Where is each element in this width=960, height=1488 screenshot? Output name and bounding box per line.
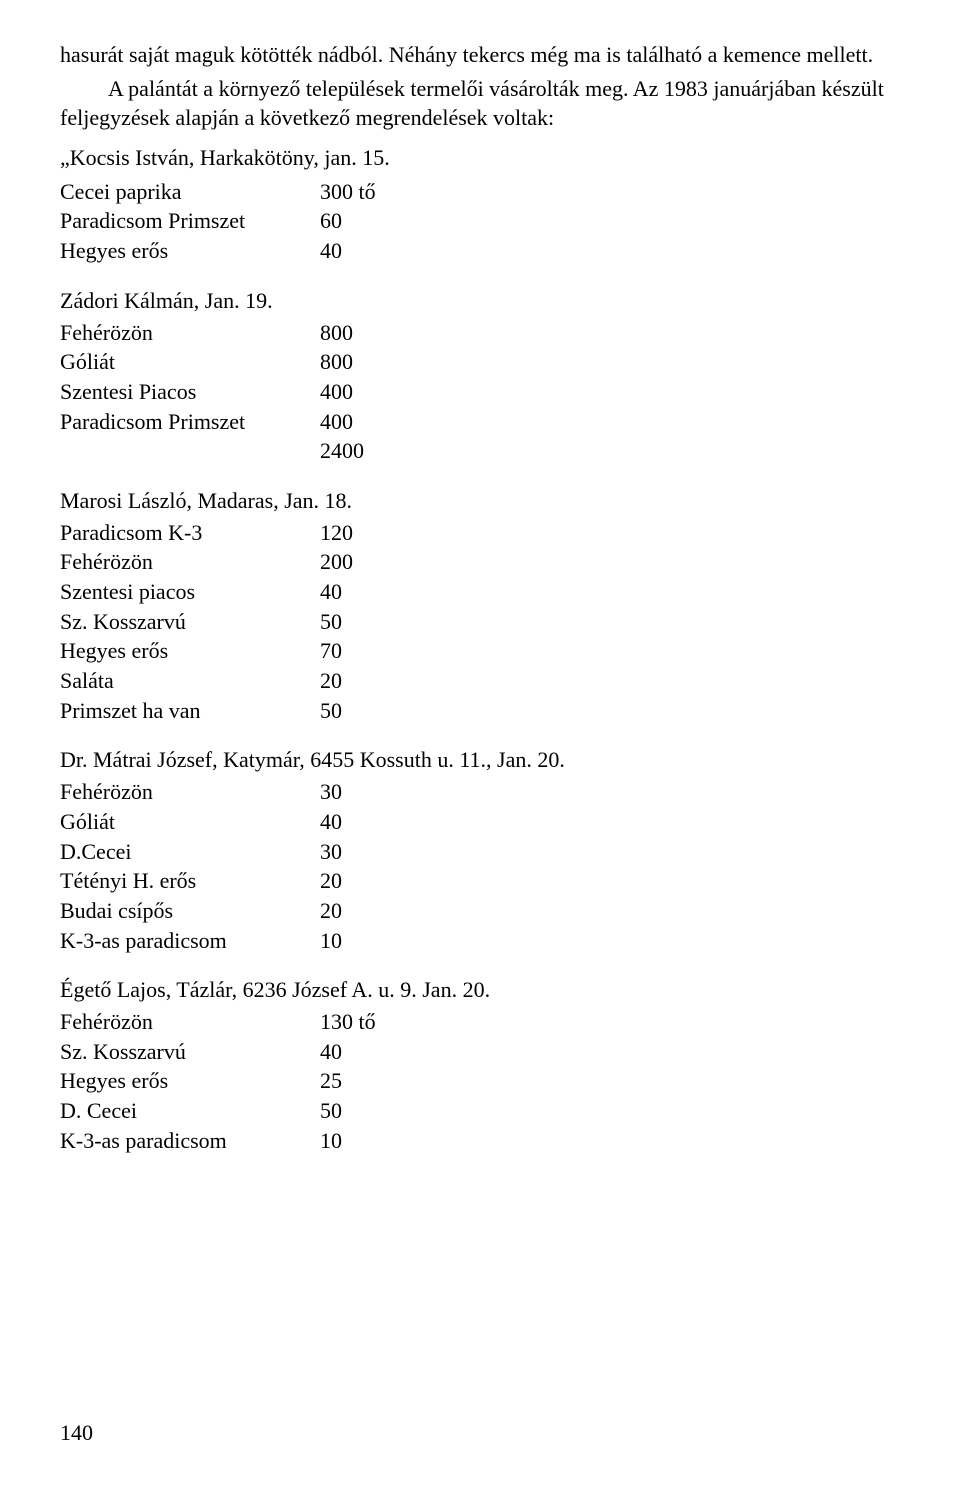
order-item-label: Góliát	[60, 807, 320, 837]
order-row: Budai csípős 20	[60, 896, 900, 926]
order-row: Sz. Kosszarvú 50	[60, 607, 900, 637]
order-row: Góliát 40	[60, 807, 900, 837]
order-heading: Égető Lajos, Tázlár, 6236 József A. u. 9…	[60, 975, 900, 1005]
order-item-label	[60, 436, 320, 466]
order-item-label: Paradicsom K-3	[60, 518, 320, 548]
order-item-label: Budai csípős	[60, 896, 320, 926]
order-row: Szentesi Piacos 400	[60, 377, 900, 407]
order-row: Fehérözön 200	[60, 547, 900, 577]
order-item-label: Tétényi H. erős	[60, 866, 320, 896]
order-item-label: Fehérözön	[60, 547, 320, 577]
order-row: Hegyes erős 40	[60, 236, 900, 266]
order-item-label: Hegyes erős	[60, 236, 320, 266]
order-row: Tétényi H. erős 20	[60, 866, 900, 896]
order-item-value: 40	[320, 807, 900, 837]
order-heading: „Kocsis István, Harkakötöny, jan. 15.	[60, 143, 900, 173]
order-item-value: 20	[320, 666, 900, 696]
order-item-label: K-3-as paradicsom	[60, 926, 320, 956]
order-item-value: 20	[320, 896, 900, 926]
order-row: Paradicsom Primszet 60	[60, 206, 900, 236]
order-item-label: Fehérözön	[60, 318, 320, 348]
order-item-value: 130 tő	[320, 1007, 900, 1037]
order-item-label: Primszet ha van	[60, 696, 320, 726]
order-item-label: K-3-as paradicsom	[60, 1126, 320, 1156]
order-item-value: 200	[320, 547, 900, 577]
order-item-value: 50	[320, 1096, 900, 1126]
order-item-label: Hegyes erős	[60, 1066, 320, 1096]
intro-paragraph-2: A palántát a környező települések termel…	[60, 74, 900, 133]
order-item-value: 20	[320, 866, 900, 896]
order-item-label: Fehérözön	[60, 777, 320, 807]
order-item-label: Cecei paprika	[60, 177, 320, 207]
order-row: Hegyes erős 70	[60, 636, 900, 666]
order-item-label: Saláta	[60, 666, 320, 696]
order-item-value: 800	[320, 318, 900, 348]
order-item-label: Paradicsom Primszet	[60, 407, 320, 437]
order-item-value: 40	[320, 577, 900, 607]
order-row: K-3-as paradicsom 10	[60, 1126, 900, 1156]
order-row: Szentesi piacos 40	[60, 577, 900, 607]
order-item-label: Fehérözön	[60, 1007, 320, 1037]
order-item-label: D.Cecei	[60, 837, 320, 867]
order-row: Cecei paprika 300 tő	[60, 177, 900, 207]
order-row: Fehérözön 130 tő	[60, 1007, 900, 1037]
order-row: Góliát 800	[60, 347, 900, 377]
order-item-value: 300 tő	[320, 177, 900, 207]
order-item-label: Paradicsom Primszet	[60, 206, 320, 236]
intro-paragraph-1: hasurát saját maguk kötötték nádból. Néh…	[60, 40, 900, 70]
order-heading: Marosi László, Madaras, Jan. 18.	[60, 486, 900, 516]
order-row: Fehérözön 800	[60, 318, 900, 348]
order-row: Paradicsom Primszet 400	[60, 407, 900, 437]
order-row: D. Cecei 50	[60, 1096, 900, 1126]
order-item-value: 400	[320, 377, 900, 407]
order-item-value: 50	[320, 607, 900, 637]
order-item-value: 30	[320, 837, 900, 867]
order-row: Paradicsom K-3 120	[60, 518, 900, 548]
order-row: Hegyes erős 25	[60, 1066, 900, 1096]
order-item-value: 40	[320, 236, 900, 266]
order-item-value: 10	[320, 926, 900, 956]
order-item-value: 800	[320, 347, 900, 377]
order-item-label: Szentesi Piacos	[60, 377, 320, 407]
order-item-label: Sz. Kosszarvú	[60, 1037, 320, 1067]
document-page: hasurát saját maguk kötötték nádból. Néh…	[0, 0, 960, 1488]
order-heading: Zádori Kálmán, Jan. 19.	[60, 286, 900, 316]
order-item-label: Góliát	[60, 347, 320, 377]
order-row: 2400	[60, 436, 900, 466]
order-heading: Dr. Mátrai József, Katymár, 6455 Kossuth…	[60, 745, 900, 775]
order-item-label: Sz. Kosszarvú	[60, 607, 320, 637]
order-item-value: 30	[320, 777, 900, 807]
order-item-value: 60	[320, 206, 900, 236]
order-row: D.Cecei 30	[60, 837, 900, 867]
order-item-value: 2400	[320, 436, 900, 466]
order-item-label: Hegyes erős	[60, 636, 320, 666]
order-item-value: 70	[320, 636, 900, 666]
order-item-value: 120	[320, 518, 900, 548]
order-item-value: 40	[320, 1037, 900, 1067]
order-item-value: 10	[320, 1126, 900, 1156]
order-item-value: 400	[320, 407, 900, 437]
order-row: Fehérözön 30	[60, 777, 900, 807]
order-item-value: 50	[320, 696, 900, 726]
order-item-label: Szentesi piacos	[60, 577, 320, 607]
page-number: 140	[60, 1418, 93, 1448]
order-row: Saláta 20	[60, 666, 900, 696]
order-row: K-3-as paradicsom 10	[60, 926, 900, 956]
order-item-value: 25	[320, 1066, 900, 1096]
order-item-label: D. Cecei	[60, 1096, 320, 1126]
order-row: Primszet ha van 50	[60, 696, 900, 726]
order-row: Sz. Kosszarvú 40	[60, 1037, 900, 1067]
